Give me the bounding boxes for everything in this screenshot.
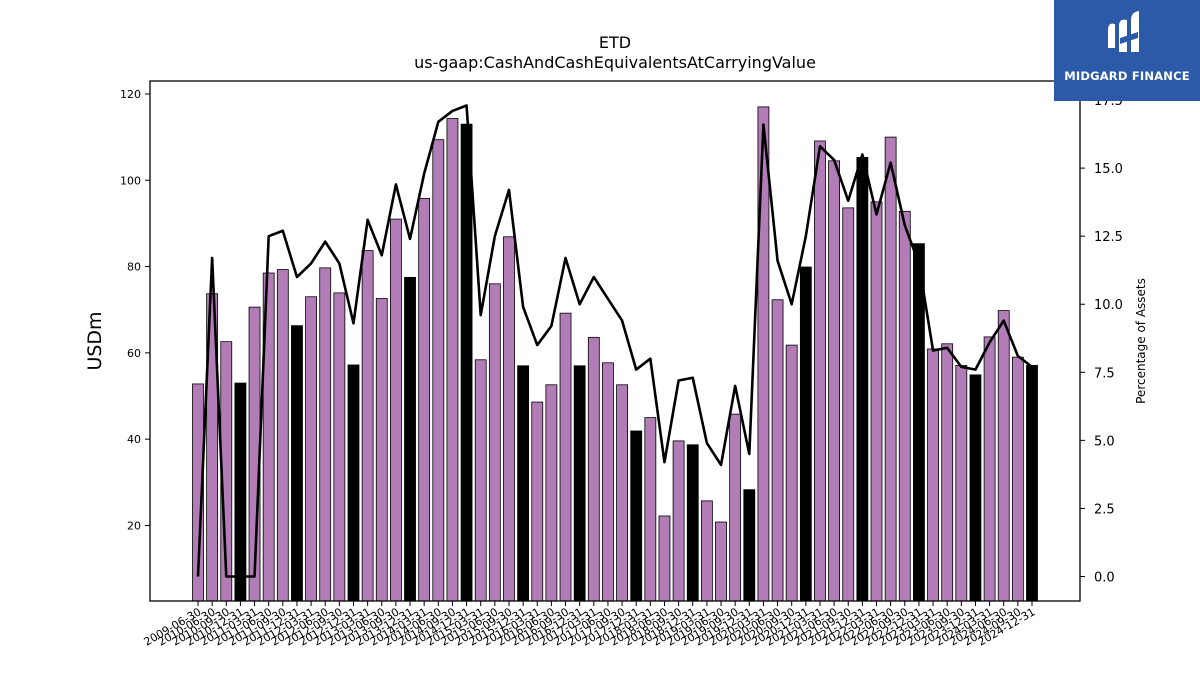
bar-2021-03-31 <box>856 156 869 602</box>
brand-logo: MIDGARD FINANCE <box>1054 0 1200 101</box>
y2-tick-label: 5.0 <box>1094 434 1115 449</box>
y-tick-label: 120 <box>120 88 141 101</box>
y2-axis-label: Percentage of Assets <box>1134 278 1148 404</box>
bar-2014-12-31 <box>503 236 515 602</box>
bar-2012-03-31 <box>347 364 360 602</box>
y2-tick-label: 2.5 <box>1094 502 1115 517</box>
bar-2012-09-30 <box>375 298 388 602</box>
y2-tick-label: 12.5 <box>1094 230 1123 245</box>
bar-2015-12-31 <box>559 312 572 602</box>
bar-2020-03-31 <box>799 266 812 602</box>
chart-title: ETD <box>599 33 631 52</box>
bar-2016-03-31 <box>573 365 586 602</box>
x-axis-ticks: 2009-06-302010-06-302010-09-302010-12-31… <box>142 601 1038 649</box>
bar-2018-03-31 <box>686 444 699 602</box>
bar-2011-12-31 <box>333 292 346 602</box>
bar-2017-09-30 <box>658 515 671 602</box>
bar-2014-09-30 <box>488 283 501 602</box>
bar-2018-09-30 <box>715 521 727 602</box>
bar-2019-12-31 <box>785 344 798 602</box>
bar-2012-12-31 <box>389 218 402 602</box>
bar-2013-12-31 <box>446 118 459 602</box>
bar-2012-06-30 <box>361 250 374 602</box>
y-tick-label: 100 <box>120 174 141 187</box>
bar-2019-06-30 <box>757 106 770 602</box>
bar-2020-06-30 <box>814 140 826 602</box>
y2-tick-label: 0.0 <box>1094 570 1115 585</box>
bar-2020-09-30 <box>828 160 840 602</box>
bar-2022-03-31 <box>913 243 925 602</box>
bar-2021-09-30 <box>884 136 897 602</box>
bar-2014-06-30 <box>474 359 487 602</box>
bar-2021-06-30 <box>870 201 883 602</box>
bar-2016-06-30 <box>587 336 600 602</box>
bar-2010-12-31 <box>276 269 289 602</box>
bar-2021-12-31 <box>898 210 911 602</box>
bar-2011-03-31 <box>291 325 303 602</box>
bar-2017-03-31 <box>630 430 643 602</box>
bar-2015-06-30 <box>531 401 544 602</box>
bar-2017-12-31 <box>672 440 685 602</box>
bar-2016-12-31 <box>616 384 628 602</box>
y2-tick-label: 10.0 <box>1094 298 1123 313</box>
y2-tick-label: 7.5 <box>1094 366 1115 381</box>
bar-2011-09-30 <box>319 267 332 602</box>
bar-2019-09-30 <box>771 299 784 602</box>
percentage-line <box>196 104 1033 578</box>
midgard-logo-icon <box>1108 11 1139 53</box>
bar-2010-03-31 <box>234 382 247 602</box>
bar-2014-03-31 <box>460 123 473 602</box>
bar-series <box>192 106 1038 602</box>
y-axis-label: USDm <box>84 311 106 370</box>
y-axis-ticks: 20 40 60 80 100 120 <box>120 88 150 532</box>
bar-2023-09-30 <box>997 310 1010 602</box>
bar-2013-06-30 <box>418 197 431 602</box>
bar-2019-03-31 <box>743 489 756 602</box>
bar-2022-06-30 <box>927 348 939 602</box>
y-tick-label: 40 <box>127 433 141 446</box>
y-tick-label: 20 <box>127 519 141 532</box>
bar-2020-12-31 <box>842 207 855 602</box>
bar-2011-06-30 <box>305 296 317 602</box>
y-tick-label: 80 <box>127 261 141 274</box>
bar-2017-06-30 <box>644 417 657 602</box>
bar-2024-03-31 <box>1026 364 1038 602</box>
y2-tick-label: 15.0 <box>1094 162 1123 177</box>
brand-name: MIDGARD FINANCE <box>1064 69 1190 83</box>
bar-2023-06-30 <box>983 336 996 602</box>
y-tick-label: 60 <box>127 347 141 360</box>
bar-2013-09-30 <box>432 139 445 602</box>
chart-subtitle: us-gaap:CashAndCashEquivalentsAtCarrying… <box>414 53 816 72</box>
bar-2018-06-30 <box>700 500 713 602</box>
bar-2023-12-31 <box>1011 356 1024 602</box>
percentage-line-series <box>196 104 1033 578</box>
y2-axis-ticks: 0.02.55.07.510.012.515.017.5 <box>1080 94 1123 585</box>
bar-2023-03-31 <box>969 374 982 602</box>
bar-2018-12-31 <box>729 413 742 602</box>
plot-frame <box>149 80 1081 602</box>
bar-2015-09-30 <box>545 384 558 602</box>
bar-2022-12-31 <box>955 364 968 602</box>
bar-2015-03-31 <box>517 365 530 602</box>
bar-2022-09-30 <box>941 343 954 602</box>
bar-2016-09-30 <box>602 362 614 602</box>
bar-2013-03-31 <box>404 276 416 602</box>
